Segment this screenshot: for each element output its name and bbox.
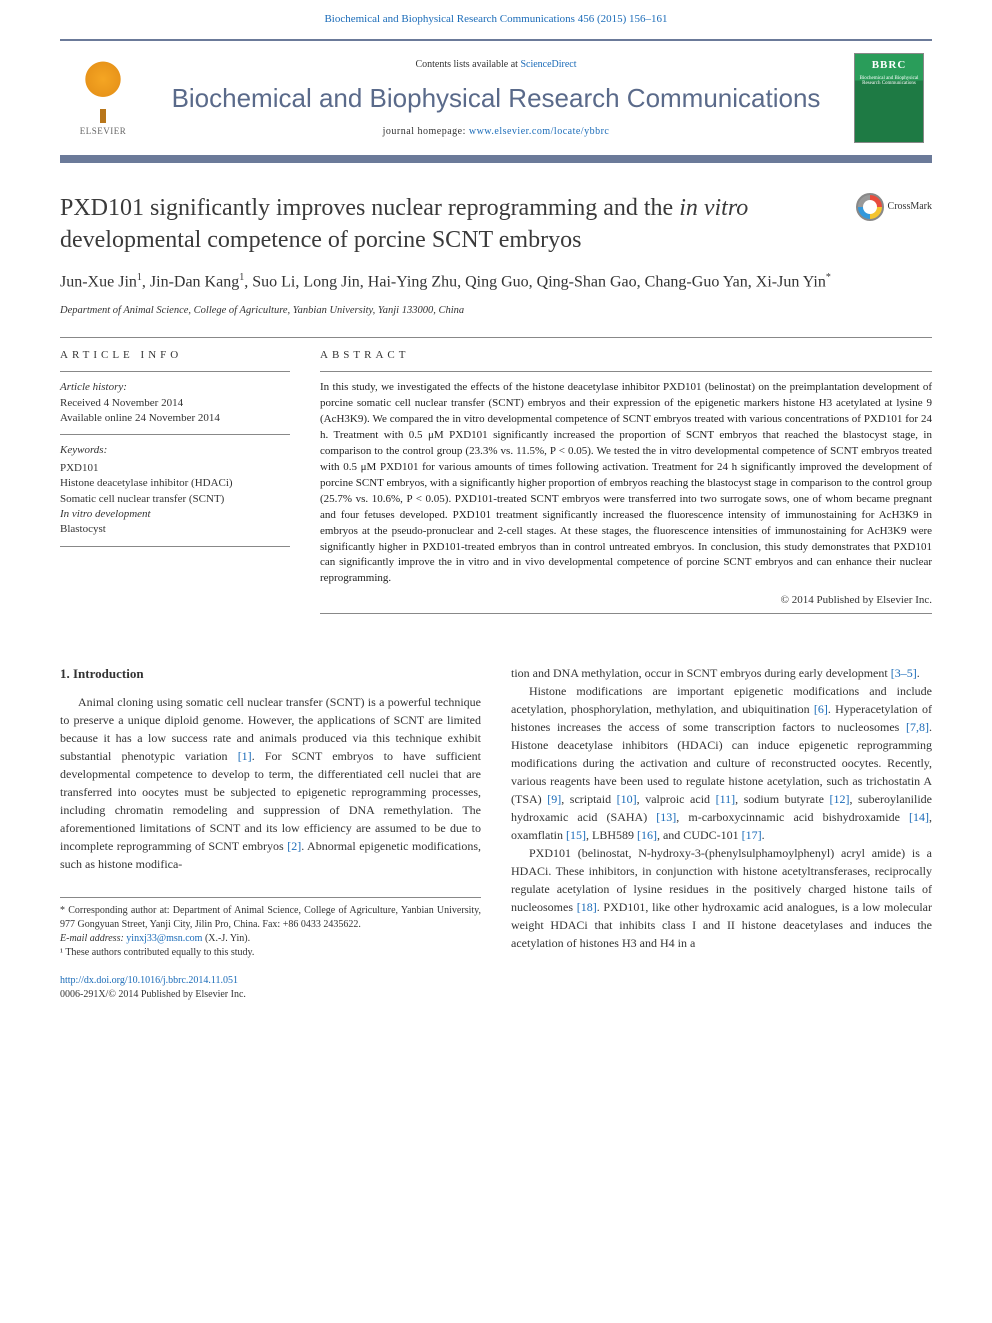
footnotes: * Corresponding author at: Department of… bbox=[60, 897, 481, 960]
bbrc-letters: BBRC bbox=[872, 58, 907, 73]
online-date: Available online 24 November 2014 bbox=[60, 411, 290, 426]
history-block: Article history: Received 4 November 201… bbox=[60, 371, 290, 435]
col2-p3: PXD101 (belinostat, N-hydroxy-3-(phenyls… bbox=[511, 844, 932, 952]
info-abstract-row: ARTICLE INFO Article history: Received 4… bbox=[60, 348, 932, 614]
article-info-label: ARTICLE INFO bbox=[60, 348, 290, 363]
ref-18[interactable]: [18] bbox=[577, 900, 597, 914]
article-title: PXD101 significantly improves nuclear re… bbox=[60, 193, 856, 255]
author-0: Jun-Xue Jin bbox=[60, 273, 137, 290]
col2-p1: tion and DNA methylation, occur in SCNT … bbox=[511, 664, 932, 682]
intro-heading: 1. Introduction bbox=[60, 664, 481, 684]
email-link[interactable]: yinxj33@msn.com bbox=[126, 933, 202, 944]
ref-2[interactable]: [2] bbox=[287, 839, 301, 853]
crossmark-badge[interactable]: CrossMark bbox=[856, 193, 932, 221]
title-italic: in vitro bbox=[679, 195, 748, 221]
footnote-email: E-mail address: yinxj33@msn.com (X.-J. Y… bbox=[60, 932, 481, 946]
received-date: Received 4 November 2014 bbox=[60, 396, 290, 411]
elsevier-tree-icon bbox=[78, 60, 128, 115]
ref-6[interactable]: [6] bbox=[814, 702, 828, 716]
journal-name: Biochemical and Biophysical Research Com… bbox=[138, 80, 854, 116]
ref-13[interactable]: [13] bbox=[656, 810, 676, 824]
elsevier-logo: ELSEVIER bbox=[68, 58, 138, 138]
footnote-corr: * Corresponding author at: Department of… bbox=[60, 904, 481, 932]
journal-banner: ELSEVIER Contents lists available at Sci… bbox=[60, 39, 932, 157]
abstract-text: In this study, we investigated the effec… bbox=[320, 380, 932, 587]
ref-9[interactable]: [9] bbox=[547, 792, 561, 806]
author-7: Chang-Guo Yan bbox=[645, 273, 748, 290]
footnote-equal: ¹ These authors contributed equally to t… bbox=[60, 946, 481, 960]
abstract-top-rule bbox=[320, 371, 932, 372]
body-col-left: 1. Introduction Animal cloning using som… bbox=[60, 664, 481, 1003]
ref-17[interactable]: [17] bbox=[742, 828, 762, 842]
title-row: PXD101 significantly improves nuclear re… bbox=[60, 193, 932, 255]
header-citation: Biochemical and Biophysical Research Com… bbox=[0, 0, 992, 31]
ref-14[interactable]: [14] bbox=[909, 810, 929, 824]
homepage-line: journal homepage: www.elsevier.com/locat… bbox=[138, 125, 854, 139]
doi-link[interactable]: http://dx.doi.org/10.1016/j.bbrc.2014.11… bbox=[60, 975, 238, 986]
keyword-0: PXD101 bbox=[60, 461, 290, 476]
abstract-bottom-rule bbox=[320, 613, 932, 614]
author-1: Jin-Dan Kang bbox=[150, 273, 239, 290]
citation-link[interactable]: Biochemical and Biophysical Research Com… bbox=[324, 13, 667, 25]
affiliation: Department of Animal Science, College of… bbox=[60, 304, 932, 319]
keywords-block: Keywords: PXD101 Histone deacetylase inh… bbox=[60, 435, 290, 546]
contents-line: Contents lists available at ScienceDirec… bbox=[138, 58, 854, 72]
keyword-2: Somatic cell nuclear transfer (SCNT) bbox=[60, 492, 290, 507]
title-part2: developmental competence of porcine SCNT… bbox=[60, 227, 581, 253]
keyword-1: Histone deacetylase inhibitor (HDACi) bbox=[60, 476, 290, 491]
banner-center: Contents lists available at ScienceDirec… bbox=[138, 58, 854, 138]
author-8-sup: * bbox=[826, 272, 831, 283]
divider-1 bbox=[60, 337, 932, 338]
author-5: Qing Guo bbox=[465, 273, 529, 290]
author-8: Xi-Jun Yin bbox=[756, 273, 826, 290]
ref-15[interactable]: [15] bbox=[566, 828, 586, 842]
main-content: PXD101 significantly improves nuclear re… bbox=[0, 163, 992, 1022]
ref-10[interactable]: [10] bbox=[617, 792, 637, 806]
footer-ids: http://dx.doi.org/10.1016/j.bbrc.2014.11… bbox=[60, 974, 481, 1002]
email-label: E-mail address: bbox=[60, 933, 126, 944]
article-info-column: ARTICLE INFO Article history: Received 4… bbox=[60, 348, 290, 614]
crossmark-icon bbox=[856, 193, 884, 221]
author-1-sup: 1 bbox=[239, 272, 244, 283]
author-0-sup: 1 bbox=[137, 272, 142, 283]
keyword-3: In vitro development bbox=[60, 507, 290, 522]
ref-12[interactable]: [12] bbox=[829, 792, 849, 806]
keywords-label: Keywords: bbox=[60, 443, 290, 458]
email-suffix: (X.-J. Yin). bbox=[202, 933, 250, 944]
abstract-copyright: © 2014 Published by Elsevier Inc. bbox=[320, 593, 932, 608]
body-col-right: tion and DNA methylation, occur in SCNT … bbox=[511, 664, 932, 1003]
col2-p2: Histone modifications are important epig… bbox=[511, 682, 932, 844]
ref-16[interactable]: [16] bbox=[637, 828, 657, 842]
history-label: Article history: bbox=[60, 380, 290, 395]
bbrc-cover-thumb: BBRC Biochemical and Biophysical Researc… bbox=[854, 53, 924, 143]
title-part1: PXD101 significantly improves nuclear re… bbox=[60, 195, 679, 221]
author-2: Suo Li bbox=[252, 273, 295, 290]
authors-line: Jun-Xue Jin1, Jin-Dan Kang1, Suo Li, Lon… bbox=[60, 270, 932, 294]
bbrc-subtitle: Biochemical and Biophysical Research Com… bbox=[855, 74, 923, 89]
ref-1[interactable]: [1] bbox=[238, 749, 252, 763]
issn-line: 0006-291X/© 2014 Published by Elsevier I… bbox=[60, 989, 246, 1000]
homepage-link[interactable]: www.elsevier.com/locate/ybbrc bbox=[469, 126, 609, 137]
author-3: Long Jin bbox=[303, 273, 359, 290]
elsevier-label: ELSEVIER bbox=[80, 125, 127, 138]
ref-7-8[interactable]: [7,8] bbox=[906, 720, 929, 734]
author-6: Qing-Shan Gao bbox=[537, 273, 637, 290]
ref-11[interactable]: [11] bbox=[716, 792, 736, 806]
ref-3-5[interactable]: [3–5] bbox=[891, 666, 917, 680]
abstract-label: ABSTRACT bbox=[320, 348, 932, 363]
homepage-prefix: journal homepage: bbox=[383, 126, 469, 137]
crossmark-label: CrossMark bbox=[888, 200, 932, 214]
contents-prefix: Contents lists available at bbox=[415, 59, 520, 70]
sciencedirect-link[interactable]: ScienceDirect bbox=[520, 59, 576, 70]
abstract-column: ABSTRACT In this study, we investigated … bbox=[320, 348, 932, 614]
intro-p1: Animal cloning using somatic cell nuclea… bbox=[60, 693, 481, 873]
author-4: Hai-Ying Zhu bbox=[368, 273, 457, 290]
keyword-4: Blastocyst bbox=[60, 522, 290, 537]
body-columns: 1. Introduction Animal cloning using som… bbox=[60, 664, 932, 1003]
